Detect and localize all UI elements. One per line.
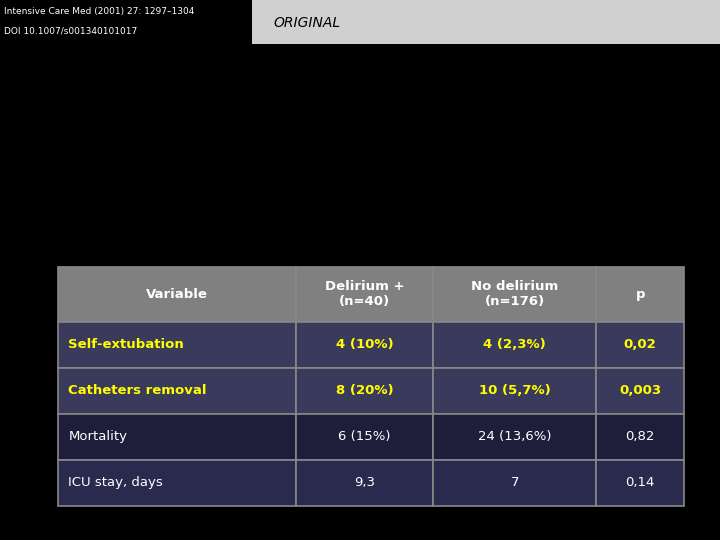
Bar: [296, 267, 433, 322]
Bar: [596, 267, 684, 322]
Text: Delirium +
(n=40): Delirium + (n=40): [325, 280, 405, 308]
Text: Self-extubation: Self-extubation: [68, 338, 184, 351]
Text: No delirium
(n=176): No delirium (n=176): [472, 280, 559, 308]
Text: 24 (13,6%): 24 (13,6%): [478, 430, 552, 443]
Text: 0,14: 0,14: [626, 476, 654, 489]
Bar: [596, 414, 684, 460]
Bar: [596, 368, 684, 414]
Bar: [596, 322, 684, 368]
Bar: [433, 414, 596, 460]
Text: Variable: Variable: [145, 288, 207, 301]
Bar: [58, 414, 296, 460]
Text: 10 (5,7%): 10 (5,7%): [479, 384, 551, 397]
Text: ORIGINAL: ORIGINAL: [274, 16, 341, 30]
Text: 8 (20%): 8 (20%): [336, 384, 393, 397]
Bar: [296, 322, 433, 368]
Bar: [296, 368, 433, 414]
Bar: [596, 460, 684, 506]
Bar: [296, 460, 433, 506]
Bar: [58, 322, 296, 368]
Text: 0,82: 0,82: [626, 430, 654, 443]
Text: 4 (2,3%): 4 (2,3%): [484, 338, 546, 351]
Text: 6 (15%): 6 (15%): [338, 430, 391, 443]
Bar: [0, 0, 252, 44]
Bar: [433, 322, 596, 368]
Text: 0,02: 0,02: [624, 338, 657, 351]
Text: DOI 10.1007/s001340101017: DOI 10.1007/s001340101017: [4, 26, 137, 36]
Text: 9,3: 9,3: [354, 476, 375, 489]
Text: 7: 7: [510, 476, 519, 489]
Text: Delirium in an intensive care unit:: Delirium in an intensive care unit:: [274, 60, 619, 79]
Bar: [58, 460, 296, 506]
Bar: [433, 368, 596, 414]
Text: Intensive Care Med (2001) 27: 1297–1304: Intensive Care Med (2001) 27: 1297–1304: [4, 7, 194, 16]
Text: 4 (10%): 4 (10%): [336, 338, 393, 351]
Bar: [433, 460, 596, 506]
Text: Catheters removal: Catheters removal: [68, 384, 207, 397]
Bar: [58, 267, 296, 322]
Text: ICU stay, days: ICU stay, days: [68, 476, 163, 489]
Text: 0,003: 0,003: [619, 384, 661, 397]
Bar: [433, 267, 596, 322]
Text: p: p: [636, 288, 645, 301]
Text: a study of risk factors: a study of risk factors: [274, 114, 496, 132]
Bar: [58, 368, 296, 414]
Text: Marc-Jacques Dubois
Nicolas Bergeron
Marc Dumont
Sandra Dial
Yoanna Skrobik: Marc-Jacques Dubois Nicolas Bergeron Mar…: [14, 65, 124, 132]
Bar: [296, 414, 433, 460]
Text: Mortality: Mortality: [68, 430, 127, 443]
Bar: [252, 0, 720, 44]
